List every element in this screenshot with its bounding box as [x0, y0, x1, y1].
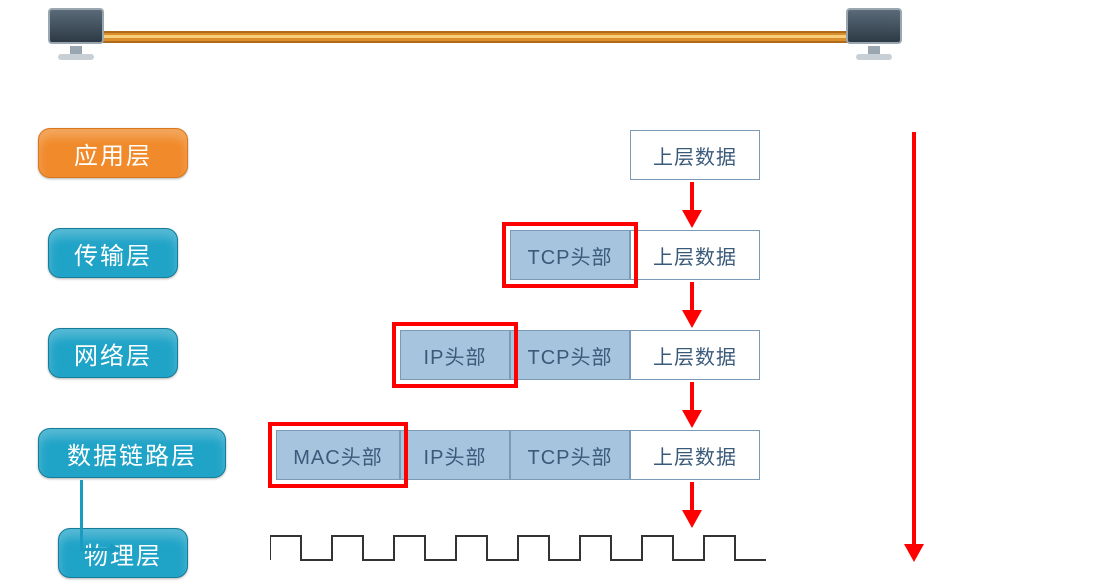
packet-row-transport: TCP头部 上层数据 [510, 230, 760, 280]
connector-datalink-physical [80, 480, 118, 550]
arrow-2-stem [690, 282, 694, 312]
cell-ip-header: IP头部 [400, 330, 510, 380]
signal-wave [270, 530, 780, 570]
computer-left [40, 8, 112, 66]
computer-right [838, 8, 910, 66]
arrow-2-head [682, 310, 702, 328]
cable [0, 0, 1117, 80]
layer-transport: 传输层 [48, 228, 178, 278]
cell-upper-data: 上层数据 [630, 130, 760, 180]
cell-ip-header: IP头部 [400, 430, 510, 480]
packet-row-app: 上层数据 [630, 130, 760, 180]
arrow-4-stem [690, 482, 694, 512]
arrow-3-stem [690, 382, 694, 412]
cell-tcp-header: TCP头部 [510, 430, 630, 480]
cell-upper-data: 上层数据 [630, 230, 760, 280]
diagram-canvas: 应用层 传输层 网络层 数据链路层 物理层 上层数据 TCP头部 上层数据 IP… [0, 0, 1117, 588]
arrow-1-head [682, 210, 702, 228]
cell-mac-header: MAC头部 [276, 430, 400, 480]
cell-tcp-header: TCP头部 [510, 330, 630, 380]
long-arrow-stem [912, 132, 916, 546]
layer-app: 应用层 [38, 128, 188, 178]
packet-row-datalink: MAC头部 IP头部 TCP头部 上层数据 [276, 430, 760, 480]
packet-row-network: IP头部 TCP头部 上层数据 [400, 330, 760, 380]
connector-arrowhead [110, 543, 120, 555]
arrow-4-head [682, 510, 702, 528]
arrow-1-stem [690, 182, 694, 212]
layer-datalink: 数据链路层 [38, 428, 226, 478]
cell-upper-data: 上层数据 [630, 430, 760, 480]
cell-upper-data: 上层数据 [630, 330, 760, 380]
layer-network: 网络层 [48, 328, 178, 378]
cell-tcp-header: TCP头部 [510, 230, 630, 280]
arrow-3-head [682, 410, 702, 428]
layer-physical: 物理层 [58, 528, 188, 578]
long-arrow-head [904, 544, 924, 562]
